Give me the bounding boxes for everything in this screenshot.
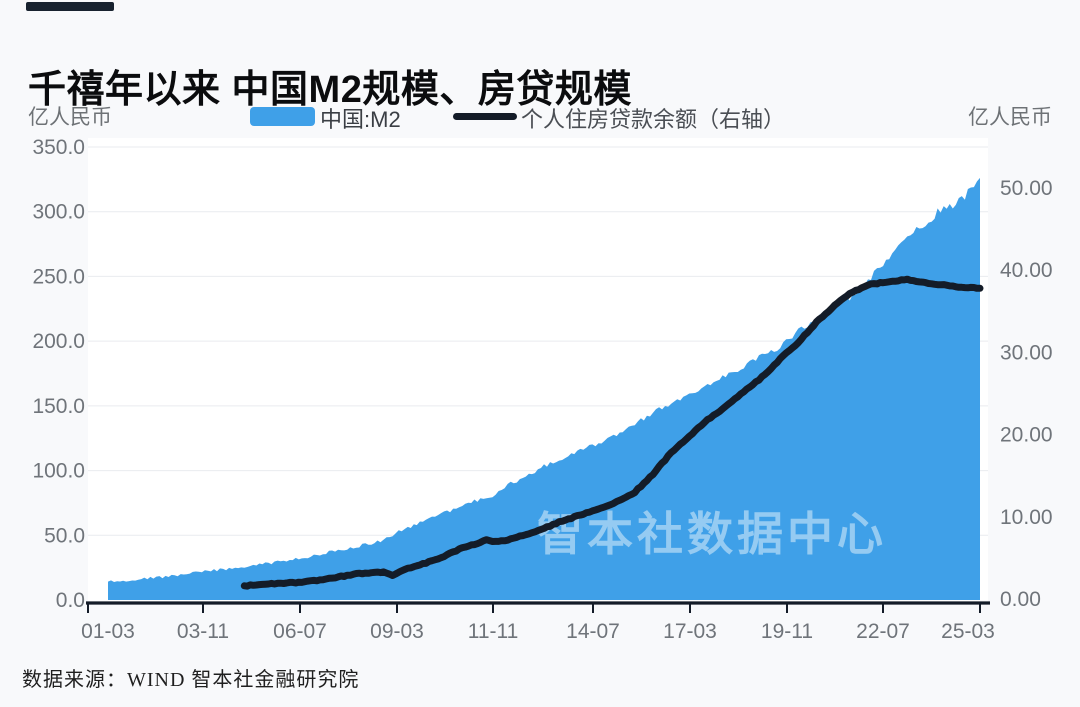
x-tick-label: 11-11 [468,620,519,643]
y-right-tick-label: 30.00 [1000,341,1053,364]
accent-bar [26,2,114,11]
loan-line-series [240,275,984,590]
y-left-tick-label: 200.0 [32,330,85,353]
legend-label-m2: 中国:M2 [320,107,401,132]
y-left-tick-label: 0.0 [56,589,85,612]
page-title: 千禧年以来 中国M2规模、房贷规模 [28,69,632,112]
y-left-tick-label: 100.0 [32,460,85,483]
x-tick-label: 17-03 [663,620,717,643]
y-right-tick-label: 10.00 [1000,506,1053,529]
y-left-tick-label: 350.0 [32,136,85,159]
x-tick-label: 14-07 [566,620,620,643]
x-tick-label: 22-07 [856,620,910,643]
y-right-tick-label: 50.00 [1000,177,1053,200]
x-tick-label: 19-11 [761,620,813,643]
watermark-text: 智本社数据中心 [537,508,887,560]
legend-swatch-loan-line [453,113,517,120]
x-tick-label: 25-03 [941,620,995,643]
x-tick-label: 01-03 [81,620,135,643]
x-tick-label: 09-03 [370,620,424,643]
x-axis [86,601,990,613]
y-left-tick-label: 250.0 [32,265,85,288]
y-left-tick-label: 50.0 [44,524,85,547]
x-tick-label: 03-11 [177,620,229,643]
legend-label-loan-line: 个人住房贷款余额（右轴） [521,107,786,132]
y-left-tick-label: 150.0 [32,395,85,418]
y-left-tick-label: 300.0 [32,201,85,224]
y-right-tick-label: 40.00 [1000,259,1053,282]
source-text: 数据来源：WIND 智本社金融研究院 [22,669,360,691]
y-right-tick-label: 20.00 [1000,424,1053,447]
legend-swatch-m2 [250,107,315,126]
y-right-tick-label: 0.00 [1000,588,1041,611]
m2-area-series [108,177,980,600]
right-axis-unit-label: 亿人民币 [968,106,1052,129]
x-tick-label: 06-07 [273,620,327,643]
left-axis-unit-label: 亿人民币 [28,106,112,129]
